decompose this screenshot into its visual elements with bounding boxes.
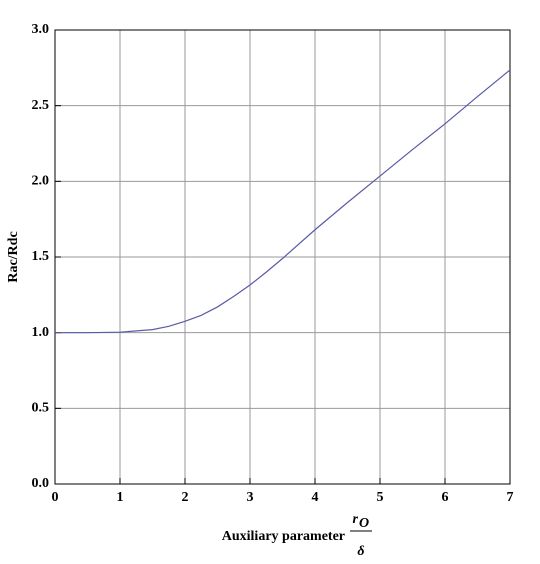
x-tick-label: 2 [182, 490, 189, 505]
x-tick-label: 3 [247, 490, 254, 505]
y-tick-label: 1.5 [32, 249, 50, 264]
y-tick-label: 1.0 [32, 325, 50, 340]
x-tick-label: 0 [52, 490, 59, 505]
x-tick-label: 1 [117, 490, 124, 505]
curve [55, 69, 511, 334]
x-axis-label: Auxiliary parameter [222, 529, 345, 544]
x-tick-label: 4 [312, 490, 319, 505]
plot-frame [54, 29, 511, 485]
y-tick-label: 0.0 [32, 476, 50, 491]
y-tick-label: 3.0 [32, 22, 50, 37]
x-tick-label: 6 [442, 490, 449, 505]
x-label-numerator: r [353, 512, 359, 527]
y-tick-label: 2.5 [32, 98, 50, 113]
x-tick-label: 5 [377, 490, 384, 505]
x-label-denominator: δ [357, 544, 364, 559]
y-axis-label: Rac/Rdc [6, 231, 21, 282]
x-label-subscript: O [359, 516, 369, 531]
y-tick-label: 2.0 [32, 174, 50, 189]
x-tick-label: 7 [507, 490, 514, 505]
y-tick-label: 0.5 [32, 401, 50, 416]
